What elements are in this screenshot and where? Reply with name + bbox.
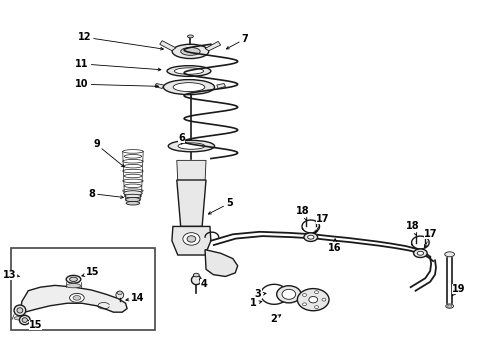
Text: 3: 3 xyxy=(255,289,266,299)
Ellipse shape xyxy=(181,48,200,55)
Ellipse shape xyxy=(303,294,306,297)
Ellipse shape xyxy=(123,191,142,196)
Ellipse shape xyxy=(309,296,318,303)
Ellipse shape xyxy=(22,318,27,322)
Ellipse shape xyxy=(20,315,30,325)
Polygon shape xyxy=(172,226,211,255)
Text: 1: 1 xyxy=(250,298,262,308)
Text: 15: 15 xyxy=(28,320,42,330)
Ellipse shape xyxy=(414,249,427,257)
Ellipse shape xyxy=(14,305,26,316)
Ellipse shape xyxy=(17,308,23,313)
Ellipse shape xyxy=(117,291,122,295)
Text: 8: 8 xyxy=(88,189,123,199)
Ellipse shape xyxy=(448,305,452,307)
Ellipse shape xyxy=(446,304,454,308)
Ellipse shape xyxy=(125,198,140,202)
Text: 18: 18 xyxy=(295,206,309,220)
Ellipse shape xyxy=(163,80,215,95)
Polygon shape xyxy=(217,84,225,89)
Ellipse shape xyxy=(417,251,423,255)
Polygon shape xyxy=(205,41,220,51)
Ellipse shape xyxy=(303,303,306,306)
Ellipse shape xyxy=(73,296,81,300)
Ellipse shape xyxy=(187,236,196,242)
Text: 12: 12 xyxy=(77,32,163,50)
Text: 17: 17 xyxy=(424,229,438,247)
Ellipse shape xyxy=(70,277,77,282)
Polygon shape xyxy=(177,160,206,182)
Ellipse shape xyxy=(315,291,318,294)
Ellipse shape xyxy=(188,35,194,38)
Ellipse shape xyxy=(70,293,84,302)
Polygon shape xyxy=(177,180,206,226)
Ellipse shape xyxy=(282,289,295,299)
Ellipse shape xyxy=(315,306,318,309)
Ellipse shape xyxy=(167,66,211,76)
Text: 6: 6 xyxy=(178,133,185,144)
Ellipse shape xyxy=(277,286,301,303)
Ellipse shape xyxy=(66,275,81,283)
Polygon shape xyxy=(205,249,238,276)
Ellipse shape xyxy=(178,143,205,149)
Polygon shape xyxy=(155,84,164,89)
Text: 5: 5 xyxy=(208,198,233,214)
Ellipse shape xyxy=(14,316,26,320)
Bar xyxy=(11,248,155,330)
Text: 15: 15 xyxy=(82,267,100,277)
Ellipse shape xyxy=(66,284,81,288)
Ellipse shape xyxy=(183,233,200,245)
Ellipse shape xyxy=(168,140,215,152)
Ellipse shape xyxy=(308,235,314,239)
Text: 17: 17 xyxy=(315,214,330,233)
Text: 14: 14 xyxy=(126,293,145,303)
Ellipse shape xyxy=(304,233,318,242)
Text: 13: 13 xyxy=(3,270,20,280)
Ellipse shape xyxy=(297,289,329,311)
Text: 18: 18 xyxy=(406,221,419,235)
Ellipse shape xyxy=(126,202,140,205)
Text: 2: 2 xyxy=(270,314,281,324)
Polygon shape xyxy=(21,285,127,312)
Ellipse shape xyxy=(116,291,123,299)
Polygon shape xyxy=(160,41,176,51)
Text: 7: 7 xyxy=(226,34,248,49)
Text: 11: 11 xyxy=(75,59,161,71)
Ellipse shape xyxy=(192,275,201,285)
Ellipse shape xyxy=(173,83,205,91)
Ellipse shape xyxy=(322,298,326,301)
Ellipse shape xyxy=(172,44,209,59)
Text: 19: 19 xyxy=(452,284,465,296)
Text: 4: 4 xyxy=(199,279,207,289)
Text: 9: 9 xyxy=(93,139,124,167)
Text: 16: 16 xyxy=(328,239,342,253)
Ellipse shape xyxy=(194,273,199,277)
Ellipse shape xyxy=(445,252,455,257)
Text: 10: 10 xyxy=(75,79,158,89)
Ellipse shape xyxy=(124,194,141,198)
Ellipse shape xyxy=(174,68,203,74)
